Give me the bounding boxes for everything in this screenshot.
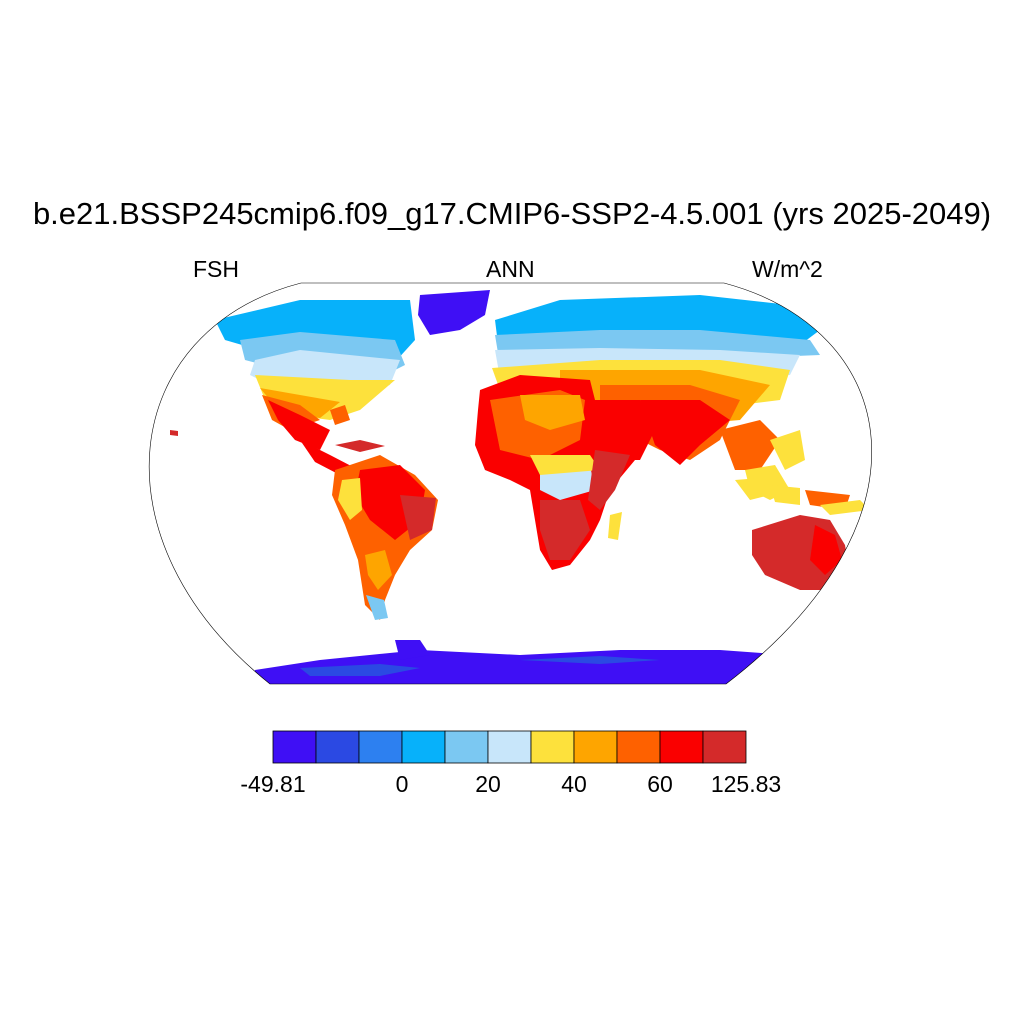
north-america [170, 300, 415, 475]
units-label: W/m^2 [752, 256, 823, 282]
plot-title: b.e21.BSSP245cmip6.f09_g17.CMIP6-SSP2-4.… [32, 196, 992, 231]
maritime-asia [735, 478, 870, 515]
colorbar-tick-label: 0 [395, 771, 409, 797]
south-america [332, 455, 438, 620]
colorbar-tick-label: 60 [647, 771, 673, 797]
antarctica [250, 640, 790, 684]
colorbar-tick-label: 40 [561, 771, 587, 797]
eurasia [492, 295, 820, 500]
colorbar-tick-label: 125.83 [710, 771, 782, 797]
colorbar-tick-label: -49.81 [240, 771, 306, 797]
australia [752, 515, 872, 600]
africa [475, 375, 635, 570]
variable-label: FSH [193, 256, 239, 282]
season-label: ANN [486, 256, 535, 282]
greenland [418, 290, 490, 335]
land-fill [170, 290, 872, 684]
colorbar-tick-label: 20 [475, 771, 501, 797]
